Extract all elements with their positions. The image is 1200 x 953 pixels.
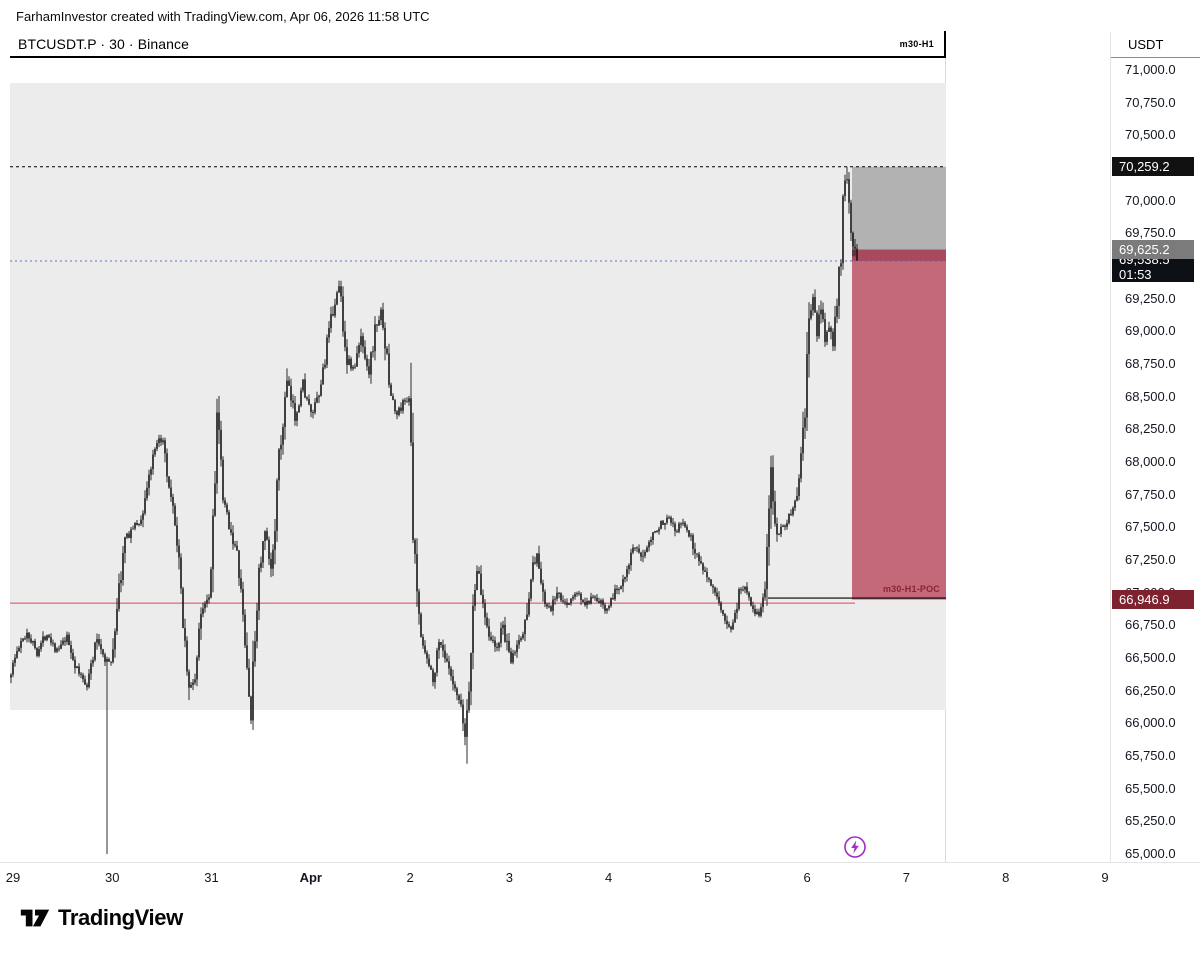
lightning-marker-button[interactable] <box>843 835 867 859</box>
price-tick-label: 65,500.0 <box>1125 780 1176 796</box>
price-badge-poc: 66,946.9 <box>1112 590 1194 610</box>
price-tick-label: 70,500.0 <box>1125 127 1176 143</box>
time-axis-label: 31 <box>204 870 219 885</box>
chart-plot-area[interactable]: m30-H1-POC <box>10 58 946 862</box>
tradingview-logo-icon <box>20 909 50 927</box>
time-axis-label: 29 <box>5 870 21 885</box>
time-axis-label: 6 <box>803 870 811 885</box>
time-axis[interactable]: 29 30 31 Apr 2 3 4 5 6 7 8 9 <box>0 862 1200 894</box>
price-tick-label: 69,250.0 <box>1125 290 1176 306</box>
time-axis-label: 7 <box>902 870 911 885</box>
time-axis-label: 5 <box>704 870 712 885</box>
price-axis-currency[interactable]: USDT <box>1111 32 1200 58</box>
time-axis-label: 4 <box>604 870 613 885</box>
bar-countdown: 01:53 <box>1119 266 1152 282</box>
price-tick-label: 70,000.0 <box>1125 192 1176 208</box>
attribution-text: FarhamInvestor created with TradingView.… <box>16 9 430 24</box>
price-tick-label: 67,500.0 <box>1125 519 1176 535</box>
time-axis-label: 9 <box>1101 870 1109 885</box>
price-tick-label: 68,250.0 <box>1125 421 1176 437</box>
price-axis[interactable]: USDT 71,000.070,750.070,500.070,250.070,… <box>1110 32 1200 862</box>
price-tick-label: 65,250.0 <box>1125 813 1176 829</box>
lower-red-zone <box>852 249 946 600</box>
chart-titlebar: BTCUSDT.P · 30 · Binance m30-H1 <box>10 31 946 58</box>
price-tick-label: 66,500.0 <box>1125 650 1176 665</box>
price-tick-label: 69,750.0 <box>1125 225 1176 241</box>
time-axis-label: Apr <box>299 870 322 885</box>
price-tick-label: 71,000.0 <box>1125 62 1176 77</box>
symbol-title[interactable]: BTCUSDT.P · 30 · Binance <box>18 35 189 52</box>
chart-background-region <box>10 83 946 710</box>
time-axis-label: 3 <box>505 870 513 885</box>
price-tick-label: 70,750.0 <box>1125 94 1176 110</box>
price-tick-label: 66,250.0 <box>1125 682 1176 698</box>
price-tick-label: 66,750.0 <box>1125 617 1176 633</box>
price-tick-label: 65,000.0 <box>1125 846 1176 861</box>
time-axis-label: 8 <box>1002 870 1010 885</box>
price-tick-label: 68,000.0 <box>1125 454 1176 469</box>
price-tick-label: 66,000.0 <box>1125 715 1176 731</box>
candles-group <box>10 166 858 854</box>
price-tick-label: 68,500.0 <box>1125 388 1176 404</box>
price-tick-label: 67,750.0 <box>1125 486 1176 502</box>
tradingview-logo-text: TradingView <box>58 905 183 930</box>
lower-red-zone-edge <box>852 249 946 261</box>
candlestick-chart <box>10 166 946 854</box>
price-tick-label: 69,000.0 <box>1125 323 1176 339</box>
lightning-icon <box>844 836 866 858</box>
tradingview-logo[interactable]: TradingView <box>20 902 183 934</box>
time-axis-label: 30 <box>105 870 120 885</box>
price-tick-label: 68,750.0 <box>1125 356 1176 371</box>
price-badge-entry: 69,625.2 <box>1112 240 1194 260</box>
range-indicator-label: m30-H1 <box>899 38 934 49</box>
poc-line-label: m30-H1-POC <box>882 584 940 594</box>
price-tick-label: 67,250.0 <box>1125 552 1176 567</box>
price-tick-label: 65,750.0 <box>1125 748 1176 763</box>
time-axis-label: 2 <box>406 870 414 885</box>
price-badge-high: 70,259.2 <box>1112 157 1194 177</box>
upper-gray-zone <box>852 166 946 250</box>
